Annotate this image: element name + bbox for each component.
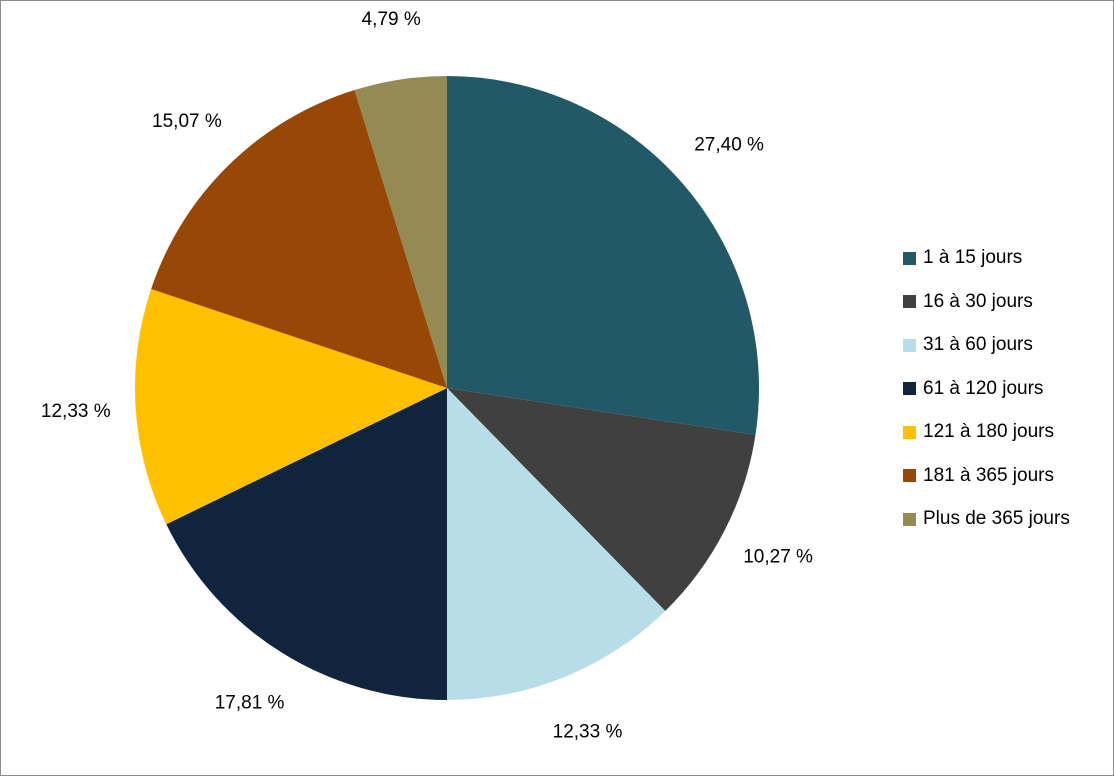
data-label-1-a-15-jours: 27,40 %	[694, 135, 764, 156]
legend-swatch	[903, 251, 916, 265]
pie-slice-121-a-180-jours	[135, 288, 447, 525]
pie-slice-16-a-30-jours	[447, 388, 756, 611]
legend-label: Plus de 365 jours	[923, 508, 1070, 529]
legend-item-121-a-180-jours: 121 à 180 jours	[903, 419, 1070, 445]
pie-slice-181-a-365-jours	[151, 90, 447, 389]
data-label-16-a-30-jours: 10,27 %	[743, 547, 813, 568]
legend-label: 31 à 60 jours	[923, 334, 1033, 355]
data-label-121-a-180-jours: 12,33 %	[41, 401, 111, 422]
data-label-181-a-365-jours: 15,07 %	[152, 111, 222, 132]
pie-slice-31-a-60-jours	[447, 388, 666, 700]
legend-swatch	[903, 382, 916, 395]
data-label-plus-de-365-jours: 4,79 %	[362, 9, 421, 30]
data-label-61-a-120-jours: 17,81 %	[215, 692, 285, 713]
legend-swatch	[903, 425, 916, 439]
legend-item-181-a-365-jours: 181 à 365 jours	[903, 463, 1070, 489]
legend-swatch	[903, 295, 916, 308]
data-label-31-a-60-jours: 12,33 %	[553, 721, 623, 742]
pie-data-labels: 27,40 % 10,27 % 12,33 % 17,81 % 12,33 % 15,07…	[41, 9, 813, 742]
legend: 1 à 15 jours 16 à 30 jours 31 à 60 jours 61…	[903, 245, 1070, 550]
legend-item-61-a-120-jours: 61 à 120 jours	[903, 376, 1070, 402]
legend-item-plus-de-365-jours: Plus de 365 jours	[903, 506, 1070, 532]
legend-item-1-a-15-jours: 1 à 15 jours	[903, 245, 1070, 271]
legend-swatch	[903, 512, 916, 526]
legend-label: 1 à 15 jours	[923, 247, 1023, 268]
legend-swatch	[903, 338, 916, 352]
legend-item-16-a-30-jours: 16 à 30 jours	[903, 289, 1070, 315]
pie-slice-1-a-15-jours	[447, 76, 760, 435]
pie-slices	[135, 76, 760, 700]
legend-label: 16 à 30 jours	[923, 290, 1033, 312]
legend-label: 61 à 120 jours	[923, 377, 1044, 399]
legend-item-31-a-60-jours: 31 à 60 jours	[903, 332, 1070, 358]
legend-label: 181 à 365 jours	[923, 464, 1054, 486]
legend-label: 121 à 180 jours	[923, 421, 1054, 442]
pie-slice-61-a-120-jours	[166, 388, 448, 700]
legend-swatch	[903, 469, 916, 482]
pie-slice-plus-de-365-jours	[354, 76, 447, 388]
